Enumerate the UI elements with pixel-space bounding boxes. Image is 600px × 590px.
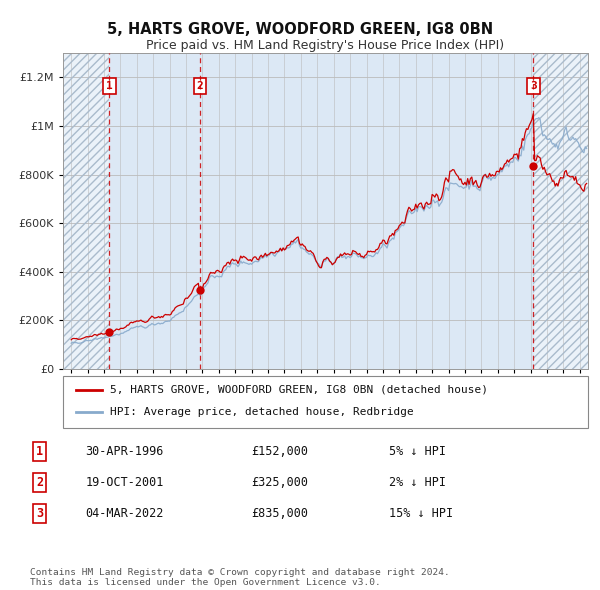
Text: 1: 1 — [106, 81, 113, 91]
Text: 3: 3 — [37, 507, 43, 520]
Text: 30-APR-1996: 30-APR-1996 — [85, 445, 164, 458]
Bar — [63, 53, 109, 369]
Text: £835,000: £835,000 — [251, 507, 308, 520]
Text: 2: 2 — [37, 476, 43, 489]
Text: 3: 3 — [530, 81, 537, 91]
Title: Price paid vs. HM Land Registry's House Price Index (HPI): Price paid vs. HM Land Registry's House … — [146, 39, 505, 52]
Text: 04-MAR-2022: 04-MAR-2022 — [85, 507, 164, 520]
Text: 5% ↓ HPI: 5% ↓ HPI — [389, 445, 446, 458]
Text: 19-OCT-2001: 19-OCT-2001 — [85, 476, 164, 489]
Text: 5, HARTS GROVE, WOODFORD GREEN, IG8 0BN: 5, HARTS GROVE, WOODFORD GREEN, IG8 0BN — [107, 22, 493, 37]
Bar — [533, 53, 588, 369]
Text: 15% ↓ HPI: 15% ↓ HPI — [389, 507, 453, 520]
Text: £152,000: £152,000 — [251, 445, 308, 458]
Text: 2: 2 — [196, 81, 203, 91]
Text: 5, HARTS GROVE, WOODFORD GREEN, IG8 0BN (detached house): 5, HARTS GROVE, WOODFORD GREEN, IG8 0BN … — [110, 385, 488, 395]
Text: £325,000: £325,000 — [251, 476, 308, 489]
Text: HPI: Average price, detached house, Redbridge: HPI: Average price, detached house, Redb… — [110, 407, 414, 417]
Bar — [109, 53, 533, 369]
Text: 2% ↓ HPI: 2% ↓ HPI — [389, 476, 446, 489]
Text: 1: 1 — [37, 445, 43, 458]
Bar — [63, 53, 109, 369]
Text: Contains HM Land Registry data © Crown copyright and database right 2024.
This d: Contains HM Land Registry data © Crown c… — [30, 568, 450, 587]
Bar — [533, 53, 588, 369]
